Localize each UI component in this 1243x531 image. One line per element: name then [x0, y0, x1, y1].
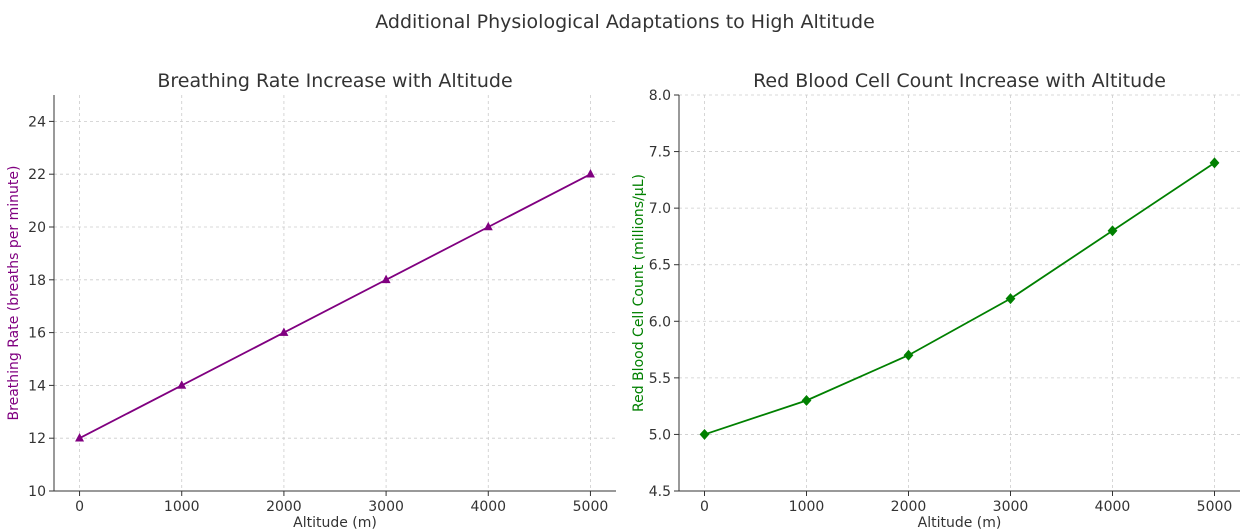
rbc-data-point	[699, 428, 710, 440]
x-tick-label: 1000	[789, 499, 825, 515]
rbc-series-line	[704, 162, 1215, 436]
breathing-data-point	[177, 380, 187, 389]
rbc-data-point	[903, 349, 914, 361]
breathing-data-point	[75, 433, 85, 442]
breathing-data-point	[381, 274, 391, 284]
x-tick-label: 2000	[266, 499, 302, 515]
x-tick-label: 2000	[891, 499, 927, 515]
breathing-x-axis-label: Altitude (m)	[293, 515, 377, 531]
rbc-chart: 0 1000 2000 3000 4000 5000 4.5 5.0 5.5 6.0 6.5 7.0 7…	[631, 70, 1240, 531]
breathing-data-point	[585, 169, 595, 178]
breathing-data-point	[483, 221, 493, 231]
y-tick-label: 6.5	[649, 258, 671, 274]
breathing-grid	[54, 95, 616, 492]
y-tick-label: 12	[28, 431, 46, 447]
breathing-series-line	[79, 173, 591, 439]
y-tick-label: 5.5	[649, 371, 671, 387]
rbc-x-axis-label: Altitude (m)	[918, 515, 1002, 531]
x-tick-label: 0	[700, 499, 709, 515]
y-tick-label: 5.0	[649, 427, 671, 443]
rbc-data-point	[1209, 157, 1220, 169]
rbc-data-point	[801, 395, 812, 406]
x-tick-label: 3000	[993, 499, 1029, 515]
y-tick-label: 6.0	[649, 314, 671, 330]
x-tick-label: 4000	[1095, 499, 1131, 515]
y-tick-label: 10	[28, 484, 46, 500]
y-tick-label: 16	[28, 326, 46, 342]
breathing-y-axis-label: Breathing Rate (breaths per minute)	[6, 166, 22, 421]
breathing-chart-title: Breathing Rate Increase with Altitude	[157, 70, 512, 92]
y-tick-label: 14	[28, 378, 46, 394]
rbc-chart-title: Red Blood Cell Count Increase with Altit…	[753, 70, 1166, 92]
rbc-data-point	[1107, 225, 1118, 237]
breathing-data-point	[279, 327, 289, 336]
x-tick-label: 1000	[164, 499, 200, 515]
y-tick-label: 4.5	[649, 484, 671, 500]
x-tick-label: 4000	[470, 499, 506, 515]
y-tick-label: 24	[28, 114, 46, 130]
y-tick-label: 7.5	[649, 145, 671, 161]
x-tick-label: 5000	[1197, 499, 1233, 515]
figure-title: Additional Physiological Adaptations to …	[375, 11, 875, 33]
rbc-grid	[679, 94, 1240, 492]
x-tick-label: 5000	[573, 499, 609, 515]
y-tick-label: 20	[28, 220, 46, 236]
rbc-data-point	[1005, 293, 1016, 305]
y-tick-label: 8.0	[649, 88, 671, 104]
breathing-chart: 0 1000 2000 3000 4000 5000 10 12 14 16 18 20 22 24 Bre…	[6, 70, 616, 531]
y-tick-label: 22	[28, 167, 46, 183]
y-tick-label: 7.0	[649, 201, 671, 217]
x-tick-label: 0	[75, 499, 84, 515]
rbc-y-axis-label: Red Blood Cell Count (millions/µL)	[631, 174, 647, 412]
y-tick-label: 18	[28, 273, 46, 289]
x-tick-label: 3000	[368, 499, 404, 515]
